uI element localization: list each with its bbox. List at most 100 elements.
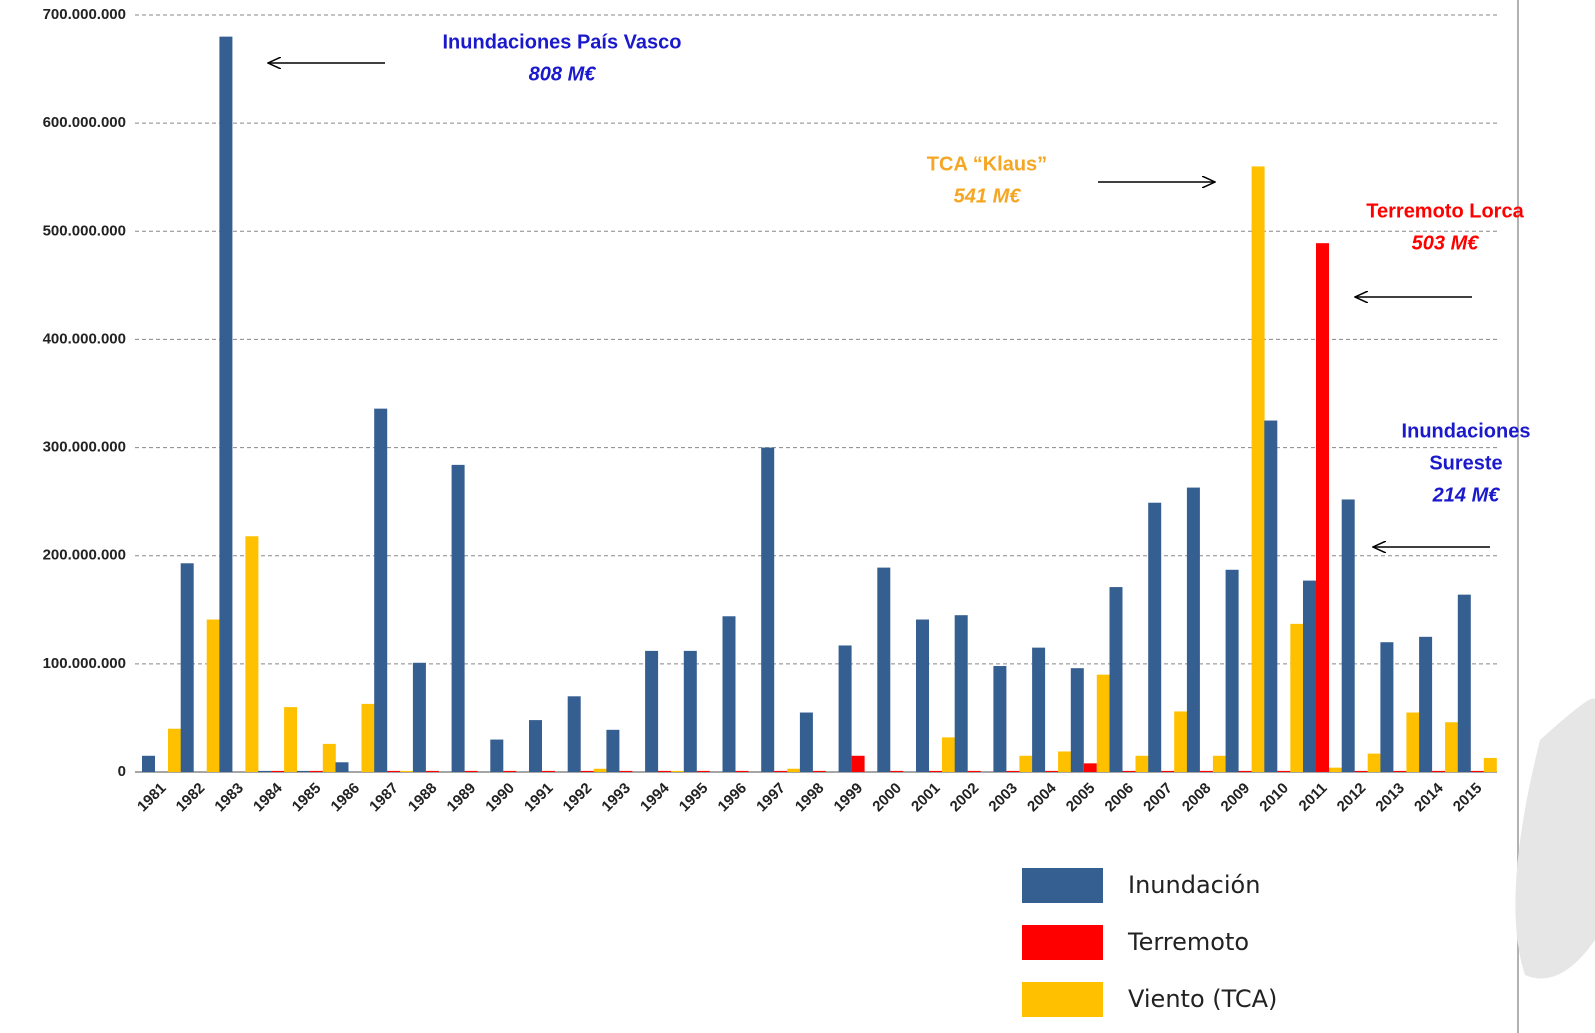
bar bbox=[1019, 755, 1033, 772]
bar bbox=[567, 696, 581, 772]
bar bbox=[1032, 647, 1046, 772]
bar bbox=[206, 619, 220, 772]
x-tick-label: 2015 bbox=[1450, 780, 1486, 816]
legend-label: Inundación bbox=[1128, 871, 1260, 899]
legend-label: Viento (TCA) bbox=[1128, 985, 1277, 1013]
x-tick-label: 2008 bbox=[1179, 780, 1215, 816]
bar bbox=[671, 770, 685, 772]
x-tick-label: 1998 bbox=[792, 780, 828, 816]
x-tick-label: 2003 bbox=[985, 780, 1021, 816]
x-tick-label: 2002 bbox=[947, 780, 983, 816]
x-tick-label: 2009 bbox=[1218, 780, 1254, 816]
bar bbox=[761, 447, 775, 772]
bar bbox=[1264, 420, 1278, 772]
bar bbox=[425, 770, 439, 772]
bar bbox=[1432, 770, 1446, 772]
legend-swatch bbox=[1022, 925, 1103, 960]
bar bbox=[1058, 751, 1072, 772]
bar bbox=[1148, 502, 1162, 772]
bar bbox=[619, 770, 633, 772]
y-tick-label: 200.000.000 bbox=[43, 547, 126, 564]
bar bbox=[606, 729, 620, 772]
annotation: 214 M€ bbox=[1432, 484, 1501, 506]
x-tick-label: 1997 bbox=[753, 780, 789, 816]
bar bbox=[322, 743, 336, 772]
bar bbox=[1277, 770, 1291, 772]
bar bbox=[1161, 770, 1175, 772]
annotation: Inundaciones bbox=[1402, 420, 1531, 442]
bar bbox=[877, 567, 891, 772]
bar bbox=[1006, 770, 1020, 772]
bar bbox=[812, 770, 826, 772]
y-tick-label: 0 bbox=[118, 763, 126, 780]
x-tick-label: 2001 bbox=[908, 780, 944, 816]
bar bbox=[1329, 767, 1342, 772]
bar bbox=[942, 737, 955, 772]
bar bbox=[1212, 755, 1226, 772]
annotation: Terremoto Lorca bbox=[1366, 200, 1524, 222]
bar bbox=[722, 616, 736, 772]
bar bbox=[993, 666, 1007, 772]
x-tick-label: 1995 bbox=[676, 780, 712, 816]
y-tick-label: 500.000.000 bbox=[43, 222, 126, 239]
bar bbox=[696, 770, 710, 772]
annotation: Inundaciones País Vasco bbox=[443, 31, 682, 53]
x-tick-label: 2000 bbox=[869, 780, 905, 816]
bar bbox=[1457, 594, 1471, 772]
x-tick-label: 1994 bbox=[637, 779, 673, 815]
bar bbox=[1341, 499, 1355, 772]
bar bbox=[1083, 763, 1097, 772]
bar bbox=[645, 650, 659, 772]
bar bbox=[1135, 755, 1149, 772]
bar bbox=[1238, 770, 1252, 772]
x-tick-label: 1985 bbox=[289, 780, 325, 816]
bar bbox=[1174, 711, 1188, 772]
bar bbox=[1367, 753, 1381, 772]
bar bbox=[683, 650, 697, 772]
bar bbox=[1470, 770, 1484, 772]
bar bbox=[916, 619, 929, 772]
x-tick-label: 2005 bbox=[1063, 780, 1099, 816]
x-tick-label: 1989 bbox=[444, 780, 480, 816]
bar bbox=[1251, 166, 1265, 772]
bar bbox=[1186, 487, 1200, 772]
y-tick-label: 700.000.000 bbox=[43, 6, 126, 23]
bar bbox=[284, 707, 298, 772]
bar bbox=[658, 770, 672, 772]
bar bbox=[1045, 770, 1059, 772]
bar bbox=[361, 703, 375, 772]
y-tick-label: 100.000.000 bbox=[43, 655, 126, 672]
x-tick-label: 1981 bbox=[134, 780, 170, 816]
legend-label: Terremoto bbox=[1127, 928, 1249, 956]
bar bbox=[593, 768, 607, 772]
x-tick-label: 2010 bbox=[1256, 780, 1292, 816]
bar bbox=[1354, 770, 1368, 772]
y-tick-label: 400.000.000 bbox=[43, 330, 126, 347]
bar bbox=[851, 755, 865, 772]
bar bbox=[890, 770, 904, 772]
x-tick-label: 2007 bbox=[1140, 780, 1176, 816]
bar bbox=[245, 536, 259, 772]
annotation: 541 M€ bbox=[954, 185, 1022, 207]
annotation: Sureste bbox=[1429, 452, 1502, 474]
bar bbox=[580, 770, 594, 772]
bar bbox=[1290, 623, 1304, 772]
x-tick-label: 1986 bbox=[328, 780, 364, 816]
legend-swatch bbox=[1022, 982, 1103, 1017]
x-tick-label: 1984 bbox=[250, 779, 286, 815]
annotation: 808 M€ bbox=[529, 63, 597, 85]
decoration bbox=[1515, 698, 1595, 979]
bar bbox=[774, 770, 788, 772]
bar bbox=[529, 720, 542, 772]
x-tick-label: 1999 bbox=[831, 780, 867, 816]
bar bbox=[967, 770, 981, 772]
bar bbox=[1070, 668, 1084, 772]
x-tick-label: 2013 bbox=[1372, 780, 1408, 816]
bar bbox=[1096, 674, 1110, 772]
bar bbox=[929, 770, 942, 772]
bar bbox=[1393, 770, 1407, 772]
bar bbox=[412, 662, 426, 772]
bar bbox=[787, 768, 801, 772]
x-tick-label: 1996 bbox=[715, 780, 751, 816]
